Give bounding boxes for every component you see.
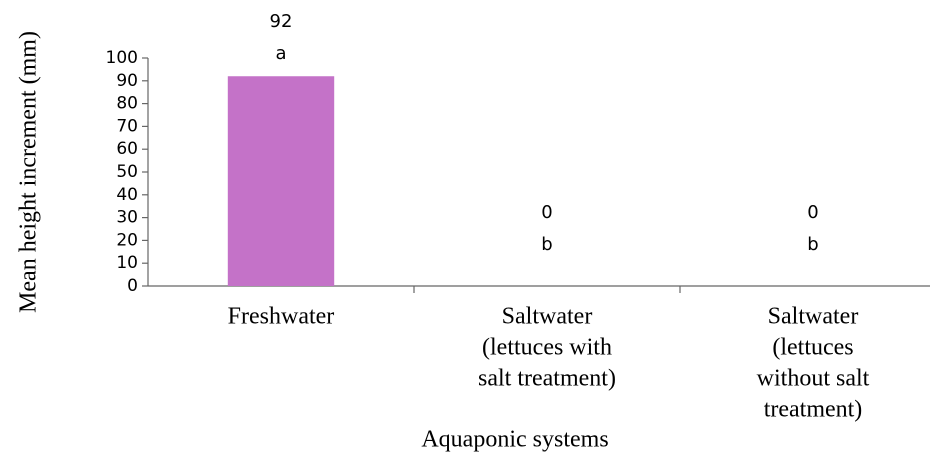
- y-axis-title: Mean height increment (mm): [16, 31, 42, 313]
- y-tick-label: 50: [116, 162, 138, 182]
- x-tick-label: Saltwater: [502, 304, 593, 330]
- y-tick-label: 80: [116, 94, 138, 114]
- significance-letter: a: [275, 43, 286, 64]
- significance-letter: b: [807, 234, 818, 255]
- bar: [227, 76, 335, 287]
- x-tick-label: treatment): [764, 397, 863, 423]
- significance-letter: b: [541, 234, 552, 255]
- y-tick-label: 10: [116, 253, 138, 273]
- value-label: 0: [807, 202, 818, 223]
- y-tick-label: 90: [116, 71, 138, 91]
- x-tick-label: (lettuces with: [482, 335, 612, 361]
- x-tick-label: without salt: [757, 366, 870, 392]
- x-axis-title: Aquaponic systems: [421, 427, 608, 453]
- y-tick-label: 40: [116, 185, 138, 205]
- y-tick-label: 20: [116, 230, 138, 250]
- y-tick-label: 100: [106, 48, 138, 68]
- value-label: 92: [270, 11, 293, 32]
- y-tick-label: 30: [116, 208, 138, 228]
- y-tick-label: 70: [116, 116, 138, 136]
- x-tick-label: Freshwater: [228, 304, 335, 330]
- x-tick-label: (lettuces: [772, 335, 853, 361]
- x-tick-label: salt treatment): [478, 366, 616, 392]
- x-tick-label: Saltwater: [768, 304, 859, 330]
- y-tick-label: 0: [127, 276, 138, 296]
- y-tick-label: 60: [116, 139, 138, 159]
- value-label: 0: [541, 202, 552, 223]
